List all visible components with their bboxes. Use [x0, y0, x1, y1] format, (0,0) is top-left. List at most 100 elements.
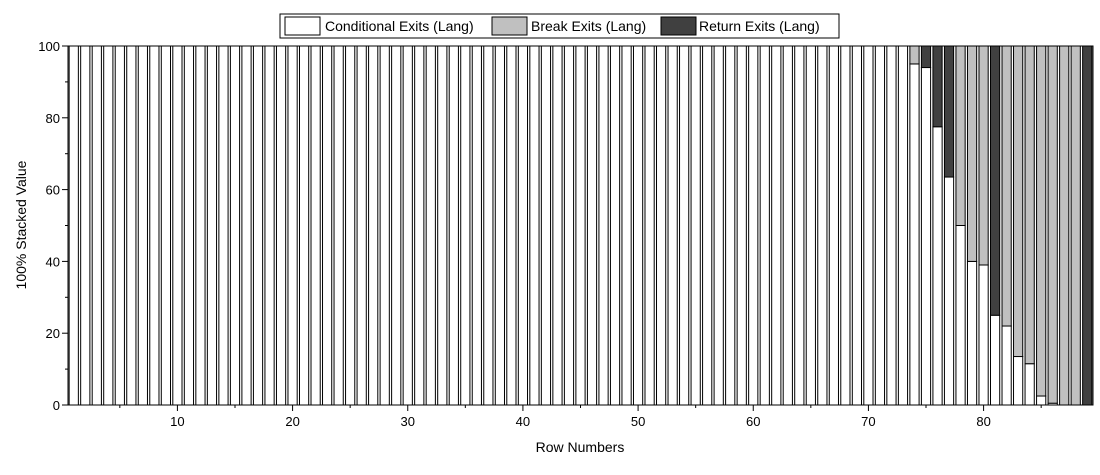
bar-segment-conditional-row-51 — [644, 45, 655, 406]
legend-label-conditional: Conditional Exits (Lang) — [325, 18, 474, 34]
bar-segment-conditional-row-83 — [1013, 356, 1024, 406]
bar-segment-conditional-row-19 — [275, 45, 287, 406]
bar-segment-conditional-row-67 — [828, 45, 839, 406]
legend-label-break: Break Exits (Lang) — [531, 18, 646, 34]
bar-segment-conditional-row-34 — [448, 45, 459, 406]
bar-segment-conditional-row-33 — [437, 45, 448, 406]
legend-swatch-return — [660, 16, 697, 36]
bar-segment-conditional-row-43 — [552, 45, 563, 406]
bar-segment-conditional-row-8 — [149, 45, 160, 406]
bar-segment-conditional-row-6 — [126, 45, 137, 406]
bar-segment-conditional-row-16 — [241, 45, 252, 406]
bar-segment-break-row-82 — [1001, 45, 1012, 327]
bar-segment-conditional-row-7 — [137, 45, 148, 406]
bar-segment-conditional-row-41 — [529, 45, 540, 406]
bar-segment-conditional-row-42 — [540, 45, 552, 406]
bar-segment-conditional-row-74 — [909, 63, 920, 406]
bar-segment-break-row-85 — [1036, 45, 1047, 397]
bar-segment-conditional-row-45 — [575, 45, 586, 406]
x-tick-label-30: 30 — [401, 414, 415, 429]
bar-segment-conditional-row-58 — [725, 45, 736, 406]
bar-segment-conditional-row-44 — [563, 45, 575, 406]
bar-segment-conditional-row-29 — [391, 45, 402, 406]
bar-segment-break-row-87 — [1059, 45, 1070, 406]
bar-segment-conditional-row-54 — [679, 45, 690, 406]
bar-segment-conditional-row-56 — [702, 45, 713, 406]
bar-segment-conditional-row-35 — [460, 45, 471, 406]
bar-segment-conditional-row-52 — [656, 45, 667, 406]
bar-segment-return-row-77 — [943, 45, 955, 178]
bar-segment-conditional-row-18 — [264, 45, 275, 406]
bar-segment-conditional-row-80 — [978, 264, 989, 406]
y-tick-label-100: 100 — [38, 39, 60, 54]
bar-segment-conditional-row-20 — [287, 45, 298, 406]
x-axis-title: Row Numbers — [536, 439, 625, 455]
bar-segment-break-row-79 — [966, 45, 978, 262]
bar-segment-conditional-row-50 — [632, 45, 644, 406]
bar-segment-conditional-row-71 — [874, 45, 886, 406]
bar-segment-conditional-row-21 — [298, 45, 310, 406]
bar-segment-conditional-row-5 — [114, 45, 125, 406]
bar-segment-conditional-row-27 — [368, 45, 379, 406]
bar-segment-conditional-row-48 — [609, 45, 621, 406]
bar-segment-conditional-row-13 — [206, 45, 218, 406]
bar-segment-conditional-row-39 — [506, 45, 517, 406]
bar-segment-conditional-row-84 — [1024, 363, 1035, 406]
y-tick-label-40: 40 — [46, 254, 60, 269]
bar-segment-conditional-row-64 — [794, 45, 805, 406]
bar-segment-return-row-89 — [1082, 45, 1093, 406]
bar-segment-conditional-row-63 — [782, 45, 793, 406]
bar-segment-conditional-row-70 — [863, 45, 874, 406]
bar-segment-break-row-80 — [978, 45, 989, 266]
bar-segment-conditional-row-31 — [414, 45, 425, 406]
bar-segment-conditional-row-14 — [218, 45, 229, 406]
bar-segment-conditional-row-79 — [966, 260, 978, 406]
bar-segment-conditional-row-66 — [817, 45, 828, 406]
bar-segment-break-row-78 — [955, 45, 966, 226]
x-tick-label-20: 20 — [285, 414, 299, 429]
y-tick-label-60: 60 — [46, 183, 60, 198]
bar-segment-conditional-row-82 — [1001, 325, 1012, 406]
bar-segment-conditional-row-76 — [932, 126, 943, 406]
bar-segment-conditional-row-36 — [471, 45, 482, 406]
bar-segment-conditional-row-65 — [805, 45, 816, 406]
bar-segment-conditional-row-22 — [310, 45, 321, 406]
y-axis-title: 100% Stacked Value — [13, 160, 29, 289]
bar-segment-conditional-row-46 — [586, 45, 598, 406]
bar-segment-conditional-row-37 — [483, 45, 494, 406]
bar-segment-break-row-74 — [909, 45, 920, 65]
bar-segment-conditional-row-61 — [759, 45, 770, 406]
bar-segment-conditional-row-25 — [345, 45, 356, 406]
x-tick-label-50: 50 — [631, 414, 645, 429]
x-tick-label-80: 80 — [976, 414, 990, 429]
bar-segment-conditional-row-12 — [195, 45, 206, 406]
bar-segment-conditional-row-77 — [943, 176, 955, 406]
bar-segment-conditional-row-68 — [840, 45, 851, 406]
bar-segment-conditional-row-15 — [229, 45, 241, 406]
bar-segment-conditional-row-81 — [990, 314, 1001, 406]
bar-segment-conditional-row-23 — [322, 45, 333, 406]
bar-segment-return-row-75 — [920, 45, 932, 69]
bar-segment-return-row-76 — [932, 45, 943, 128]
bar-segment-conditional-row-2 — [80, 45, 91, 406]
bar-segment-return-row-81 — [990, 45, 1001, 316]
bars-layer — [68, 45, 1093, 406]
bar-segment-conditional-row-4 — [103, 45, 114, 406]
y-tick-label-80: 80 — [46, 111, 60, 126]
bar-segment-conditional-row-62 — [771, 45, 782, 406]
bar-segment-conditional-row-38 — [494, 45, 505, 406]
bar-segment-conditional-row-69 — [851, 45, 863, 406]
bar-segment-conditional-row-49 — [621, 45, 632, 406]
bar-segment-conditional-row-85 — [1036, 395, 1047, 406]
bar-segment-conditional-row-57 — [713, 45, 724, 406]
bar-segment-conditional-row-40 — [517, 45, 529, 406]
axes-layer: 0 20 40 60 80 100 10 20 30 40 50 60 70 80 — [38, 39, 1042, 429]
bar-segment-conditional-row-9 — [160, 45, 171, 406]
bar-segment-conditional-row-3 — [91, 45, 102, 406]
bar-segment-conditional-row-75 — [920, 67, 932, 406]
bar-segment-conditional-row-72 — [886, 45, 897, 406]
bar-segment-conditional-row-32 — [425, 45, 436, 406]
x-tick-label-70: 70 — [861, 414, 875, 429]
bar-segment-conditional-row-24 — [333, 45, 344, 406]
